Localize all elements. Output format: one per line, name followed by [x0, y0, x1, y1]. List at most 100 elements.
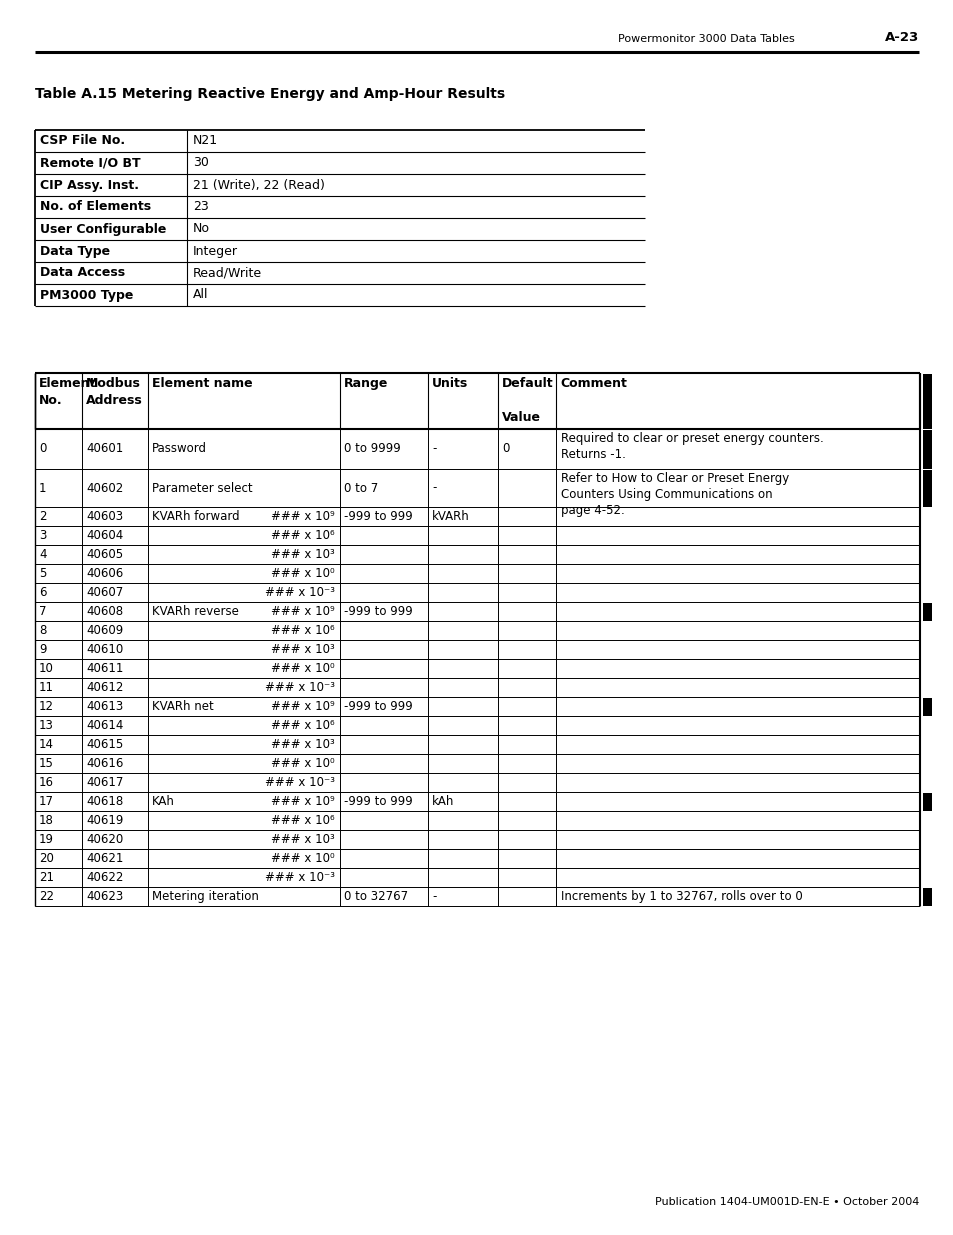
Text: ### x 10⁻³: ### x 10⁻³	[265, 585, 335, 599]
Text: ### x 10⁻³: ### x 10⁻³	[265, 680, 335, 694]
Text: ### x 10⁶: ### x 10⁶	[271, 529, 335, 542]
Text: 40614: 40614	[86, 719, 123, 732]
Text: KAh: KAh	[152, 795, 174, 808]
Text: 40623: 40623	[86, 890, 123, 903]
Text: -999 to 999: -999 to 999	[344, 510, 413, 522]
Text: Integer: Integer	[193, 245, 237, 258]
Text: 2: 2	[39, 510, 47, 522]
Text: Required to clear or preset energy counters.
Returns -1.: Required to clear or preset energy count…	[560, 432, 822, 461]
Text: 22: 22	[39, 890, 54, 903]
Text: ### x 10³: ### x 10³	[271, 643, 335, 656]
Text: 0: 0	[501, 442, 509, 456]
Text: ### x 10⁻³: ### x 10⁻³	[265, 776, 335, 789]
Text: kAh: kAh	[432, 795, 454, 808]
Text: 4: 4	[39, 548, 47, 561]
Text: 40616: 40616	[86, 757, 123, 769]
Text: 21: 21	[39, 871, 54, 884]
Text: ### x 10⁶: ### x 10⁶	[271, 719, 335, 732]
Text: 14: 14	[39, 739, 54, 751]
Text: Metering iteration: Metering iteration	[152, 890, 258, 903]
Text: ### x 10⁰: ### x 10⁰	[271, 567, 335, 580]
Text: -999 to 999: -999 to 999	[344, 700, 413, 713]
Text: 40604: 40604	[86, 529, 123, 542]
Text: Comment: Comment	[559, 377, 626, 390]
Text: 13: 13	[39, 719, 53, 732]
Bar	[923, 603, 931, 620]
Text: 40603: 40603	[86, 510, 123, 522]
Text: 15: 15	[39, 757, 53, 769]
Text: 30: 30	[193, 157, 209, 169]
Text: ### x 10⁹: ### x 10⁹	[271, 605, 335, 618]
Text: 6: 6	[39, 585, 47, 599]
Bar	[923, 373, 931, 429]
Text: 40611: 40611	[86, 662, 123, 676]
Text: ### x 10⁰: ### x 10⁰	[271, 852, 335, 864]
Text: Parameter select: Parameter select	[152, 482, 253, 494]
Bar	[923, 430, 931, 468]
Text: Units: Units	[432, 377, 468, 390]
Text: 19: 19	[39, 832, 54, 846]
Text: 40618: 40618	[86, 795, 123, 808]
Text: 16: 16	[39, 776, 54, 789]
Text: 0: 0	[39, 442, 47, 456]
Text: 40619: 40619	[86, 814, 123, 827]
Text: 0 to 9999: 0 to 9999	[344, 442, 400, 456]
Text: CSP File No.: CSP File No.	[40, 135, 125, 147]
Text: ### x 10⁶: ### x 10⁶	[271, 624, 335, 637]
Text: N21: N21	[193, 135, 218, 147]
Text: 5: 5	[39, 567, 47, 580]
Text: A-23: A-23	[883, 31, 918, 44]
Text: 40605: 40605	[86, 548, 123, 561]
Text: KVARh net: KVARh net	[152, 700, 213, 713]
Text: 40609: 40609	[86, 624, 123, 637]
Text: ### x 10³: ### x 10³	[271, 832, 335, 846]
Text: 7: 7	[39, 605, 47, 618]
Text: -: -	[432, 482, 436, 494]
Text: ### x 10⁶: ### x 10⁶	[271, 814, 335, 827]
Text: 18: 18	[39, 814, 53, 827]
Text: ### x 10⁰: ### x 10⁰	[271, 757, 335, 769]
Text: 40620: 40620	[86, 832, 123, 846]
Text: 40621: 40621	[86, 852, 123, 864]
Text: ### x 10⁻³: ### x 10⁻³	[265, 871, 335, 884]
Bar	[923, 793, 931, 810]
Text: 40607: 40607	[86, 585, 123, 599]
Text: PM3000 Type: PM3000 Type	[40, 289, 133, 301]
Text: 11: 11	[39, 680, 54, 694]
Text: -: -	[432, 442, 436, 456]
Text: Increments by 1 to 32767, rolls over to 0: Increments by 1 to 32767, rolls over to …	[560, 890, 801, 903]
Text: ### x 10⁹: ### x 10⁹	[271, 795, 335, 808]
Text: -999 to 999: -999 to 999	[344, 605, 413, 618]
Bar	[923, 888, 931, 905]
Text: 40606: 40606	[86, 567, 123, 580]
Text: ### x 10³: ### x 10³	[271, 548, 335, 561]
Text: Powermonitor 3000 Data Tables: Powermonitor 3000 Data Tables	[618, 35, 794, 44]
Text: 8: 8	[39, 624, 47, 637]
Text: 0 to 7: 0 to 7	[344, 482, 377, 494]
Text: kVARh: kVARh	[432, 510, 469, 522]
Text: Data Access: Data Access	[40, 267, 125, 279]
Text: -999 to 999: -999 to 999	[344, 795, 413, 808]
Text: CIP Assy. Inst.: CIP Assy. Inst.	[40, 179, 139, 191]
Text: 40613: 40613	[86, 700, 123, 713]
Text: ### x 10⁰: ### x 10⁰	[271, 662, 335, 676]
Text: ### x 10⁹: ### x 10⁹	[271, 510, 335, 522]
Text: 40622: 40622	[86, 871, 123, 884]
Text: User Configurable: User Configurable	[40, 222, 166, 236]
Text: Element name: Element name	[152, 377, 253, 390]
Text: Publication 1404-UM001D-EN-E • October 2004: Publication 1404-UM001D-EN-E • October 2…	[654, 1197, 918, 1207]
Bar	[923, 469, 931, 506]
Bar	[923, 698, 931, 715]
Text: Default

Value: Default Value	[501, 377, 553, 424]
Text: Modbus
Address: Modbus Address	[86, 377, 143, 408]
Text: Read/Write: Read/Write	[193, 267, 262, 279]
Text: Refer to How to Clear or Preset Energy
Counters Using Communications on
page 4-5: Refer to How to Clear or Preset Energy C…	[560, 472, 788, 517]
Text: 1: 1	[39, 482, 47, 494]
Text: 40602: 40602	[86, 482, 123, 494]
Text: 40601: 40601	[86, 442, 123, 456]
Text: No: No	[193, 222, 210, 236]
Text: ### x 10³: ### x 10³	[271, 739, 335, 751]
Text: 12: 12	[39, 700, 54, 713]
Text: 3: 3	[39, 529, 47, 542]
Text: 10: 10	[39, 662, 53, 676]
